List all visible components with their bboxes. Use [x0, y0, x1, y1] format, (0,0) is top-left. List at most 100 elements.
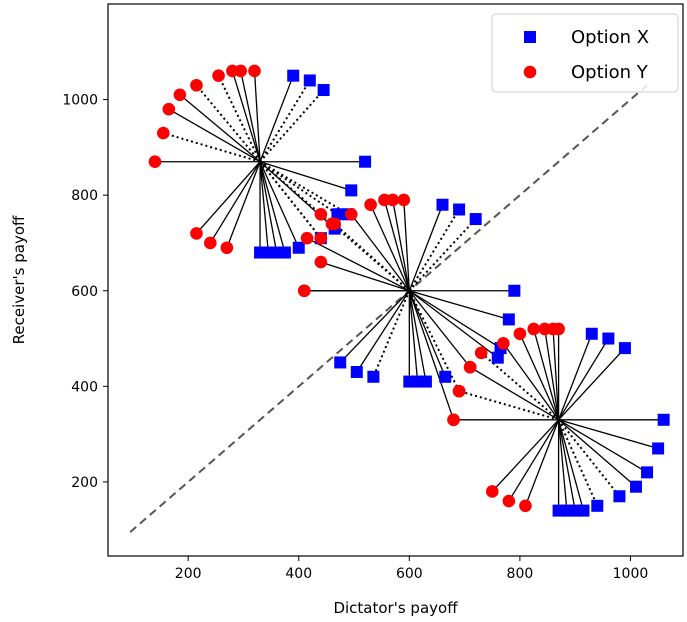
spoke-option-y [253, 70, 261, 162]
option-x-point [287, 69, 300, 82]
option-x-point [613, 490, 626, 503]
spoke-option-x [259, 161, 269, 253]
spoke-option-y [320, 261, 410, 292]
option-x-point [469, 213, 482, 226]
spoke-option-x [259, 161, 322, 239]
spoke-option-x [557, 419, 576, 511]
option-x-point [618, 342, 631, 355]
spoke-option-y [179, 94, 261, 163]
option-y-point [314, 231, 328, 245]
legend-label-option-y: Option Y [571, 62, 649, 83]
spoke-option-x [558, 419, 659, 450]
option-y-point [297, 284, 311, 298]
option-y-point [234, 64, 247, 78]
spoke-option-y [217, 75, 261, 163]
option-x-point [591, 499, 604, 512]
option-y-point [474, 346, 488, 360]
spoke-option-x [409, 290, 510, 321]
option-y-point [497, 337, 510, 350]
option-x-point [292, 241, 305, 254]
option-y-point [220, 241, 234, 255]
option-y-point [156, 126, 170, 140]
option-x-point [270, 246, 283, 259]
option-y-point [162, 102, 176, 116]
spoke-option-x [557, 419, 568, 511]
spoke-option-x [557, 419, 585, 511]
y-tick-label: 400 [71, 379, 98, 395]
spoke-option-x [259, 160, 339, 216]
spoke-option-y [533, 328, 560, 420]
spoke-option-x [557, 419, 621, 497]
spoke-option-y [491, 419, 560, 492]
x-tick-label: 1000 [613, 566, 649, 582]
spoke-option-y [502, 342, 560, 421]
x-tick-label: 600 [396, 566, 423, 582]
option-x-point [577, 504, 590, 517]
option-x-point [585, 327, 598, 340]
spoke-option-y [519, 333, 560, 421]
option-x-point [334, 356, 347, 369]
option-y-point [463, 360, 477, 374]
option-y-point [485, 485, 499, 498]
spoke-option-y [195, 84, 261, 163]
spoke-option-x [557, 333, 593, 421]
spoke-option-x [259, 161, 300, 249]
y-tick-label: 600 [71, 284, 98, 300]
spoke-option-x [259, 160, 350, 216]
option-x-point [453, 203, 466, 216]
spoke-option-y [524, 419, 560, 507]
y-tick-label: 200 [71, 475, 98, 491]
axes-frame [107, 3, 684, 557]
option-y-point [519, 499, 532, 513]
y-axis-label: Receiver's payoff [10, 215, 28, 344]
spoke-option-y [508, 419, 560, 502]
legend-marker-option-x [524, 31, 536, 43]
option-x-point [491, 351, 504, 364]
x-axis-ticks: 200 400 600 800 1000 [175, 556, 648, 582]
spoke-option-x [557, 419, 599, 507]
spoke-option-x [558, 347, 626, 421]
option-x-point [331, 208, 344, 221]
y-tick-label: 1000 [62, 93, 98, 109]
x-axis-label: Dictator's payoff [333, 599, 458, 617]
spoke-option-y [392, 199, 410, 291]
spoke-option-y [552, 328, 560, 420]
spoke-option-y [469, 366, 559, 421]
spoke-option-x [408, 208, 460, 292]
spoke-option-y [383, 199, 410, 291]
spoke-option-x [558, 419, 637, 488]
spoke-option-x [259, 79, 311, 163]
spoke-option-x [259, 161, 278, 253]
spoke-option-x [408, 290, 499, 359]
option-x-point [350, 366, 363, 378]
spoke-option-x [408, 290, 427, 382]
legend-box [491, 13, 679, 93]
spoke-option-y [259, 161, 322, 239]
spoke-option-y [544, 328, 560, 420]
spoke-option-y [209, 161, 261, 244]
option-x-point [652, 442, 665, 455]
x-tick-label: 800 [507, 566, 534, 582]
spoke-option-y [350, 213, 410, 292]
spoke-option-x [259, 161, 286, 253]
option-y-point [203, 236, 217, 250]
option-y-point [328, 217, 341, 231]
diagonal-reference-line [129, 84, 648, 533]
option-y-point [364, 198, 377, 212]
option-x-point [303, 74, 316, 87]
spoke-option-y [408, 290, 471, 368]
spoke-option-y [168, 108, 261, 163]
spoke-option-x [259, 89, 325, 163]
spoke-option-x [356, 290, 410, 373]
option-x-point [419, 375, 432, 388]
option-y-point [190, 227, 203, 240]
spoke-option-y [195, 161, 261, 234]
markers-layer [148, 64, 670, 517]
legend-marker-option-y [523, 65, 537, 79]
x-tick-label: 400 [285, 566, 312, 582]
spoke-option-y [458, 390, 559, 421]
spoke-option-y [370, 204, 410, 292]
option-x-point [502, 313, 515, 326]
option-y-point [452, 384, 466, 398]
